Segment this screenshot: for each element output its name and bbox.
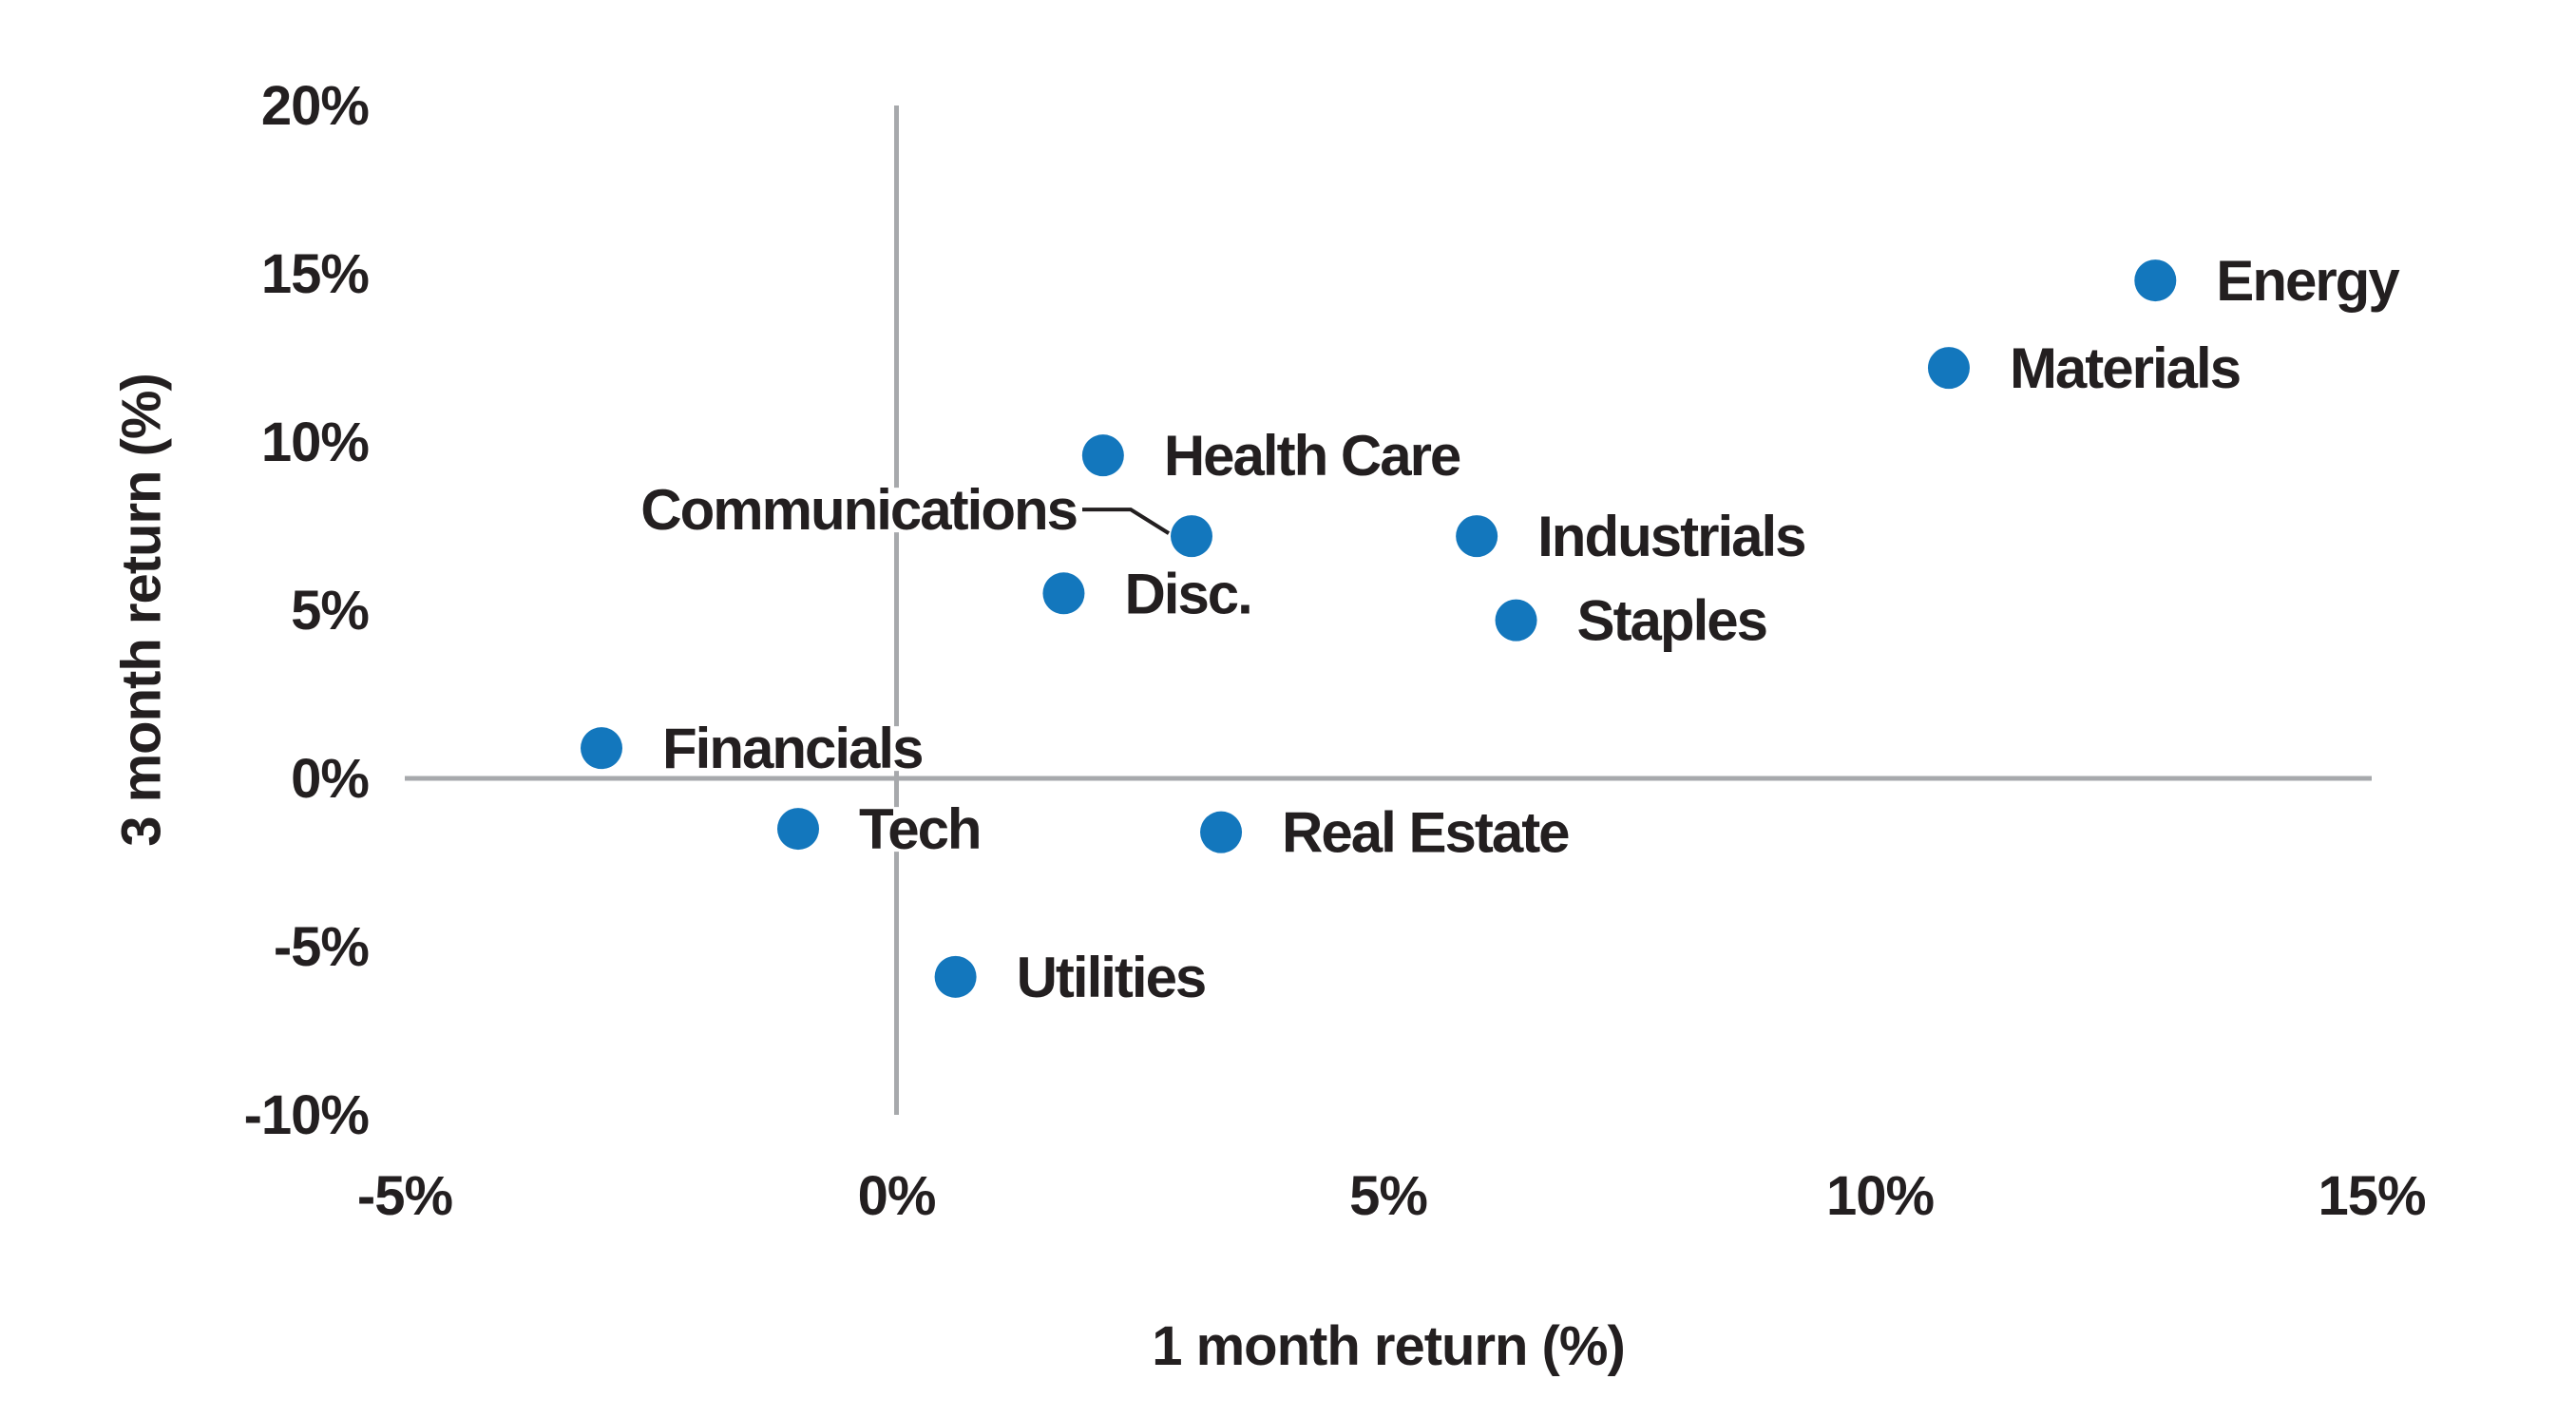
y-tick-label-10: 10% (261, 412, 370, 473)
y-tick-label-20: 20% (261, 75, 370, 137)
data-point-health-care (1081, 434, 1124, 477)
data-points (581, 259, 2177, 998)
x-tick-label-5: -5% (357, 1165, 453, 1227)
data-point-real-estate (1200, 811, 1243, 853)
data-point-energy (2134, 259, 2177, 302)
x-axis-title: 1 month return (%) (1152, 1315, 1625, 1377)
point-label-industrials: Industrials (1537, 505, 1804, 568)
point-label-energy: Energy (2216, 249, 2400, 313)
point-label-materials: Materials (2010, 336, 2240, 400)
y-tick-label-0: 0% (291, 748, 369, 810)
point-label-health-care: Health Care (1164, 424, 1460, 488)
label-backdrop (851, 807, 988, 853)
point-label-communications: Communications (640, 478, 1077, 542)
label-backdrop (1530, 514, 1813, 560)
y-tick-label-5: 5% (291, 580, 369, 642)
x-tick-label-0: 0% (858, 1165, 936, 1227)
point-labels: Energy Materials Health Care Communications… (633, 249, 2409, 1009)
point-label-staples: Staples (1577, 589, 1766, 653)
point-label-financials: Financials (662, 717, 922, 780)
data-point-materials (1927, 347, 1970, 390)
axes (405, 105, 2372, 1115)
leader-lines (1082, 508, 1171, 535)
label-backdrop (1569, 598, 1774, 643)
label-backdrop (655, 726, 930, 772)
y-tick-label-10: -10% (244, 1084, 370, 1146)
label-backdrop (2208, 259, 2409, 304)
label-backdrop (2001, 346, 2248, 392)
label-backdrop (1008, 954, 1213, 1000)
data-point-utilities (934, 955, 977, 998)
x-tick-label-10: 10% (1826, 1165, 1935, 1227)
data-point-financials (581, 727, 622, 770)
x-axis-tick-labels: -5% 0% 5% 10% 15% (357, 1165, 2427, 1227)
point-label-real-estate: Real Estate (1282, 801, 1569, 865)
label-backdrop (1274, 810, 1577, 855)
y-tick-label-5: -5% (274, 916, 370, 978)
x-tick-label-5: 5% (1349, 1165, 1427, 1227)
data-point-tech (777, 808, 819, 851)
label-backdrop (1116, 571, 1259, 617)
leader-line-communications (1082, 508, 1171, 535)
point-label-utilities: Utilities (1017, 946, 1206, 1009)
point-label-disc: Disc. (1124, 562, 1250, 625)
label-backdrop (1155, 433, 1468, 479)
data-point-disc (1042, 572, 1085, 615)
y-axis-tick-labels: 20% 15% 10% 5% 0% -5% -10% (244, 75, 371, 1146)
y-tick-label-15: 15% (261, 243, 370, 305)
label-backdrop (633, 488, 1084, 533)
y-axis-title: 3 month return (%) (110, 374, 172, 847)
point-label-tech: Tech (859, 797, 981, 861)
data-point-communications (1171, 515, 1212, 558)
x-tick-label-15: 15% (2318, 1165, 2426, 1227)
data-point-staples (1495, 599, 1537, 642)
data-point-industrials (1456, 515, 1498, 558)
